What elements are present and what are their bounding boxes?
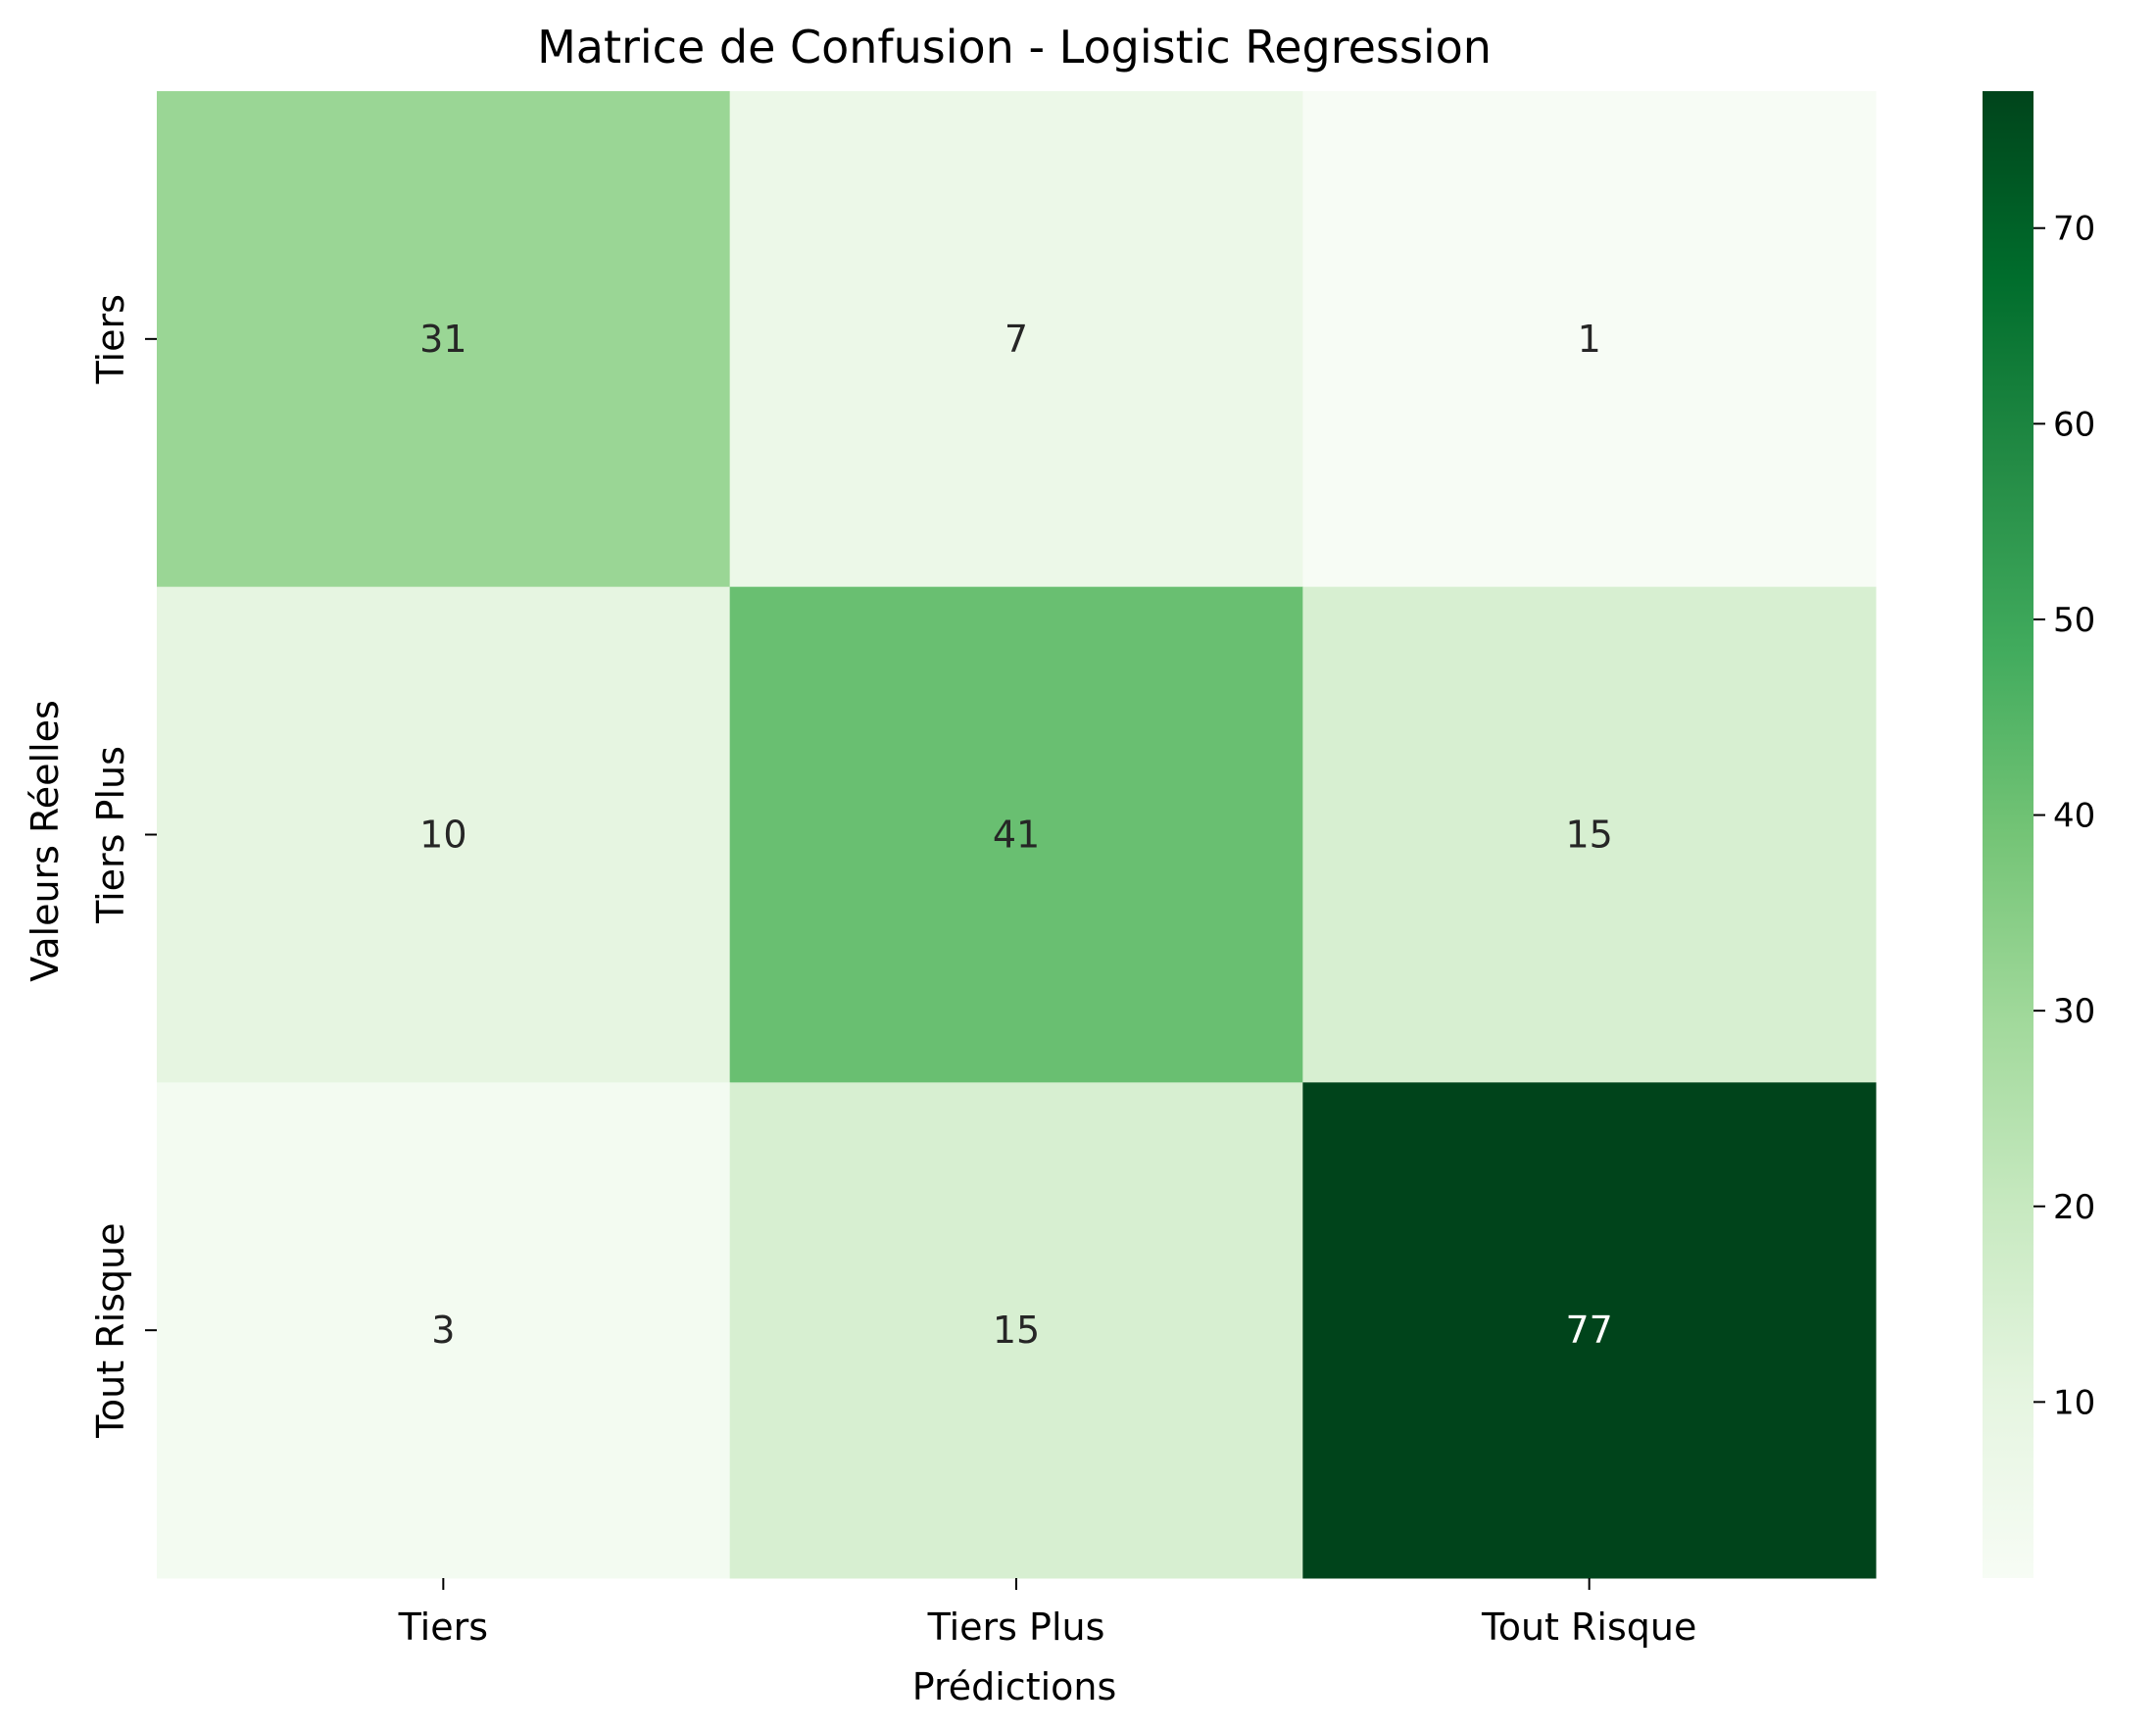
heatmap-cell-labels: 31 7 1 10 41 15 3 15 77	[419, 318, 1613, 1352]
colorbar-tick-label: 40	[2053, 797, 2095, 836]
cell-value-label: 77	[1565, 1309, 1612, 1352]
heatmap-cells	[157, 91, 1877, 1579]
colorbar-tick-label: 50	[2053, 601, 2095, 640]
colorbar-gradient	[1983, 91, 2034, 1578]
colorbar-tick-label: 20	[2053, 1188, 2095, 1227]
heatmap-cell	[157, 91, 731, 588]
y-tick-label: Tiers Plus	[89, 746, 132, 924]
cell-value-label: 10	[419, 814, 466, 857]
cell-value-label: 15	[993, 1309, 1040, 1352]
colorbar-tick-label: 30	[2053, 992, 2095, 1031]
y-tick-label: Tout Risque	[89, 1222, 132, 1438]
heatmap-cell	[729, 1082, 1303, 1579]
y-axis-label: Valeurs Réelles	[24, 700, 67, 982]
cell-value-label: 7	[1004, 318, 1028, 361]
cell-value-label: 31	[419, 318, 466, 361]
heatmap-cell	[1302, 1082, 1877, 1579]
heatmap-cell	[1302, 586, 1877, 1083]
heatmap-cell	[157, 1082, 731, 1579]
cell-value-label: 3	[431, 1309, 455, 1352]
heatmap-cell	[157, 586, 731, 1083]
colorbar-tick-label: 10	[2053, 1383, 2095, 1422]
colorbar: 10 20 30 40 50 60 70	[1983, 91, 2095, 1578]
cell-value-label: 15	[1565, 814, 1612, 857]
x-axis: Tiers Tiers Plus Tout Risque	[398, 1578, 1696, 1649]
heatmap-cell	[1302, 91, 1877, 588]
heatmap-cell	[729, 586, 1303, 1083]
x-tick-label: Tiers Plus	[927, 1606, 1105, 1649]
cell-value-label: 1	[1578, 318, 1601, 361]
y-axis: Tiers Tiers Plus Tout Risque	[89, 294, 157, 1439]
y-tick-label: Tiers	[89, 294, 132, 384]
colorbar-ticks: 10 20 30 40 50 60 70	[2034, 210, 2095, 1422]
x-axis-label: Prédictions	[912, 1665, 1117, 1708]
cell-value-label: 41	[993, 814, 1040, 857]
colorbar-tick-label: 60	[2053, 405, 2095, 444]
chart-title: Matrice de Confusion - Logistic Regressi…	[537, 21, 1492, 74]
colorbar-tick-label: 70	[2053, 210, 2095, 249]
x-tick-label: Tiers	[398, 1606, 488, 1649]
x-tick-label: Tout Risque	[1481, 1606, 1696, 1649]
heatmap-cell	[729, 91, 1303, 588]
